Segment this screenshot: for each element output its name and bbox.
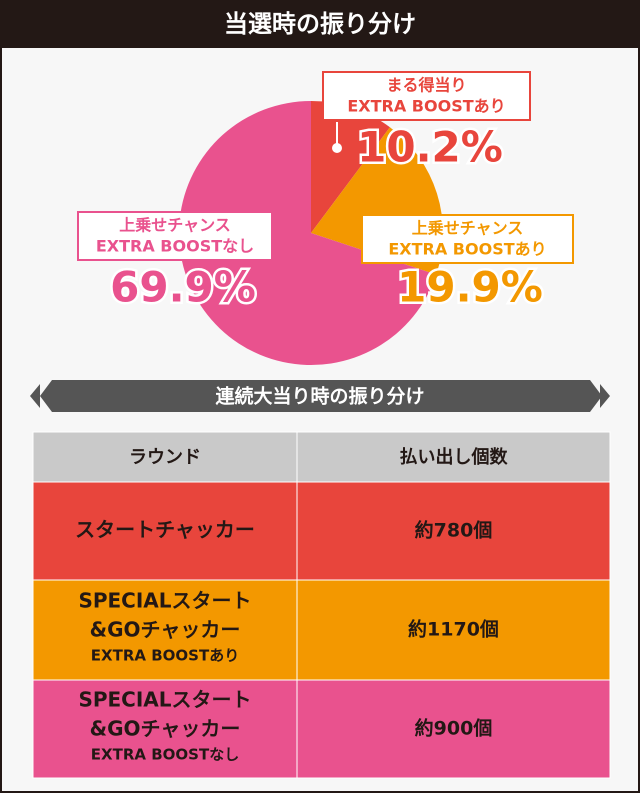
table-row: [32, 579, 611, 681]
percent-label: 19.9%: [397, 263, 543, 312]
table-row: [32, 481, 611, 581]
label-line: EXTRA BOOSTあり: [388, 240, 546, 259]
percent-label: 69.9%: [110, 263, 256, 312]
payout: 約1170個: [408, 618, 499, 641]
header-title: 当選時の振り分け: [224, 10, 416, 38]
round-note: EXTRA BOOSTあり: [91, 647, 239, 665]
payout: 約900個: [415, 717, 493, 740]
round-name: SPECIALスタート: [78, 589, 251, 613]
label-line: 上乗せチャンス: [119, 216, 231, 235]
header-bar: [0, 0, 640, 48]
column-header: ラウンド: [129, 447, 201, 468]
pie-labels: まる得当り EXTRA BOOSTあり 10.2% 上乗せチャンス EXTRA BOOS…: [77, 71, 574, 314]
label-box: [322, 71, 531, 121]
leader-dot: [332, 143, 342, 153]
label-box: [361, 214, 574, 264]
header-row: [32, 431, 611, 483]
pie-slice: [311, 101, 390, 233]
round-name: スタートチャッカー: [75, 518, 255, 542]
label-line: 上乗せチャンス: [412, 219, 524, 238]
payout: 約780個: [415, 519, 493, 542]
label-line: まる得当り: [386, 76, 466, 95]
section-banner: [40, 380, 602, 412]
section-title: 連続大当り時の振り分け: [215, 385, 424, 408]
pie-slice: [179, 101, 437, 365]
round-name: &GOチャッカー: [90, 717, 241, 741]
label-line: EXTRA BOOSTなし: [96, 237, 254, 256]
table-row: [32, 679, 611, 779]
label-line: EXTRA BOOSTあり: [347, 97, 505, 116]
label-box: [77, 211, 273, 261]
column-header: 払い出し個数: [400, 446, 509, 468]
percent-label: 10.2%: [357, 123, 503, 172]
round-name: SPECIALスタート: [78, 688, 251, 712]
round-name: &GOチャッカー: [90, 618, 241, 642]
round-note: EXTRA BOOSTなし: [91, 746, 239, 764]
